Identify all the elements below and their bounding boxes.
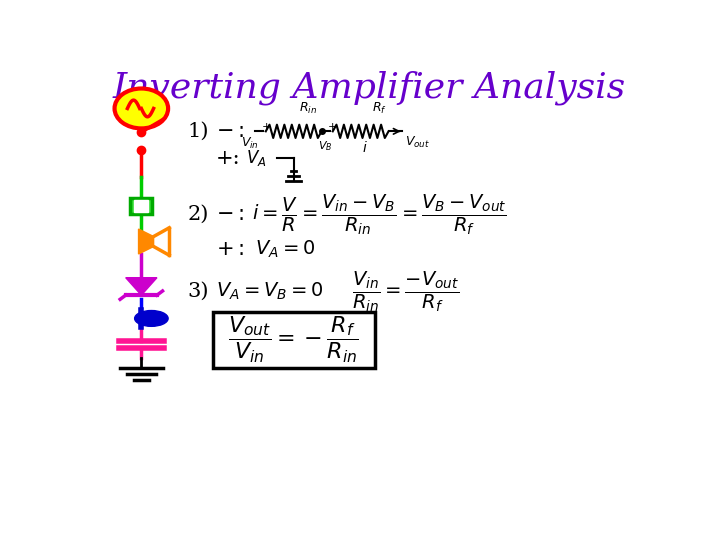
Text: $V_A = 0$: $V_A = 0$ — [255, 239, 315, 260]
Text: +: + — [261, 122, 271, 132]
Text: $R_{in}$: $R_{in}$ — [300, 101, 318, 116]
Text: $+:$: $+:$ — [215, 240, 244, 259]
Text: $\dfrac{V_{out}}{V_{in}} = -\dfrac{R_f}{R_{in}}$: $\dfrac{V_{out}}{V_{in}} = -\dfrac{R_f}{… — [228, 315, 359, 366]
Text: $\dfrac{V_{in}}{R_{in}} = \dfrac{-V_{out}}{R_f}$: $\dfrac{V_{in}}{R_{in}} = \dfrac{-V_{out… — [352, 269, 460, 314]
Text: $i = \dfrac{V}{R} = \dfrac{V_{in} - V_B}{R_{in}} = \dfrac{V_B - V_{out}}{R_f}$: $i = \dfrac{V}{R} = \dfrac{V_{in} - V_B}… — [252, 192, 506, 237]
Text: $-:$: $-:$ — [215, 122, 244, 141]
Text: $V_{in}$: $V_{in}$ — [240, 136, 258, 151]
Polygon shape — [138, 229, 153, 254]
Text: $-:$: $-:$ — [215, 205, 244, 224]
Polygon shape — [126, 278, 157, 295]
Text: $V_A = V_B = 0$: $V_A = V_B = 0$ — [215, 281, 323, 302]
Text: 2): 2) — [188, 205, 209, 224]
Text: $V_B$: $V_B$ — [318, 139, 332, 153]
Text: 3): 3) — [188, 282, 209, 301]
Ellipse shape — [135, 310, 168, 326]
Text: $V_{out}$: $V_{out}$ — [405, 134, 431, 150]
Bar — [133, 200, 148, 212]
Bar — [130, 198, 153, 214]
Text: +: + — [328, 122, 338, 132]
Bar — [213, 312, 374, 368]
Text: +:: +: — [215, 149, 240, 168]
Text: 1): 1) — [188, 122, 209, 141]
Text: $V_A$: $V_A$ — [246, 148, 267, 168]
Text: Inverting Amplifier Analysis: Inverting Amplifier Analysis — [112, 70, 626, 105]
Text: $R_f$: $R_f$ — [372, 101, 387, 116]
Circle shape — [114, 89, 168, 129]
Text: $i$: $i$ — [361, 140, 367, 154]
